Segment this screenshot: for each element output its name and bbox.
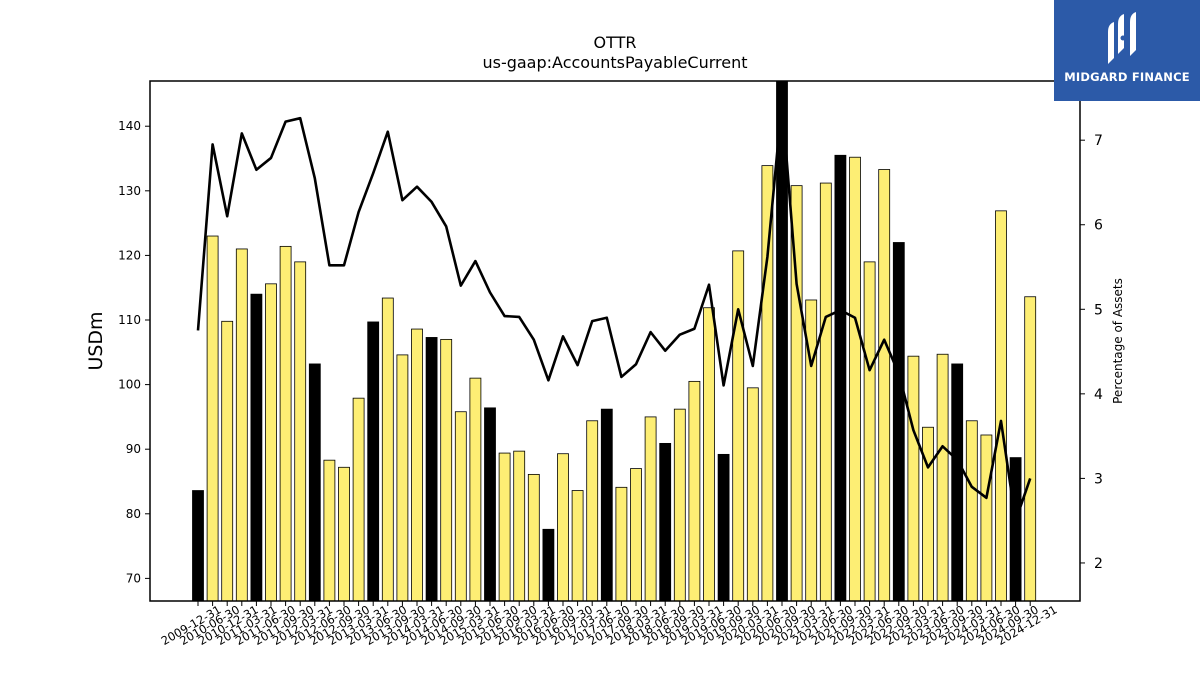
bar bbox=[834, 154, 847, 602]
y-tick-label: 130 bbox=[118, 184, 141, 198]
bar bbox=[484, 407, 496, 602]
y2-tick-label: 7 bbox=[1094, 133, 1103, 149]
bar bbox=[995, 210, 1007, 602]
bar bbox=[615, 486, 628, 602]
bar bbox=[440, 338, 453, 602]
bar bbox=[206, 235, 219, 602]
y-tick-label: 100 bbox=[118, 378, 141, 392]
bar bbox=[454, 411, 467, 602]
bar bbox=[630, 468, 642, 602]
y-tick-label: 90 bbox=[126, 442, 141, 456]
bar bbox=[761, 165, 774, 602]
bar bbox=[703, 307, 715, 602]
bar bbox=[557, 453, 569, 602]
chart-subtitle: us-gaap:AccountsPayableCurrent bbox=[482, 53, 747, 72]
y2-tick-label: 5 bbox=[1094, 302, 1103, 318]
bar bbox=[644, 416, 657, 602]
bar bbox=[235, 248, 248, 602]
bar bbox=[279, 245, 292, 602]
bar bbox=[469, 377, 482, 602]
bar bbox=[659, 442, 672, 602]
logo-mark-icon bbox=[1108, 12, 1136, 64]
bar bbox=[965, 420, 978, 602]
bar bbox=[250, 293, 263, 602]
bar bbox=[746, 387, 759, 602]
chart-title: OTTR bbox=[594, 33, 637, 52]
bar bbox=[542, 528, 555, 602]
bar bbox=[513, 450, 526, 602]
y2-tick-label: 2 bbox=[1094, 556, 1103, 572]
bar bbox=[922, 426, 934, 602]
y-tick-label: 140 bbox=[118, 119, 141, 133]
plot-frame bbox=[149, 80, 1081, 602]
bar bbox=[411, 328, 423, 602]
y-tick-label: 110 bbox=[118, 313, 141, 327]
bar bbox=[673, 408, 686, 602]
bar bbox=[732, 250, 745, 602]
bar bbox=[352, 397, 365, 602]
bar bbox=[265, 283, 277, 602]
bar bbox=[951, 363, 964, 602]
bar bbox=[221, 320, 234, 602]
bar bbox=[819, 182, 832, 602]
bar bbox=[980, 434, 993, 602]
y2-tick-label: 6 bbox=[1094, 218, 1103, 234]
bar bbox=[294, 261, 307, 602]
bar bbox=[936, 353, 949, 602]
bar bbox=[396, 354, 409, 602]
series-line bbox=[196, 99, 1032, 522]
y-tick-label: 80 bbox=[126, 507, 141, 521]
midgard-finance-logo: MIDGARD FINANCE bbox=[1054, 0, 1200, 101]
bar bbox=[323, 459, 336, 602]
bar bbox=[600, 408, 613, 602]
bar bbox=[863, 261, 876, 602]
bar bbox=[338, 466, 350, 602]
bar bbox=[381, 297, 394, 602]
bar bbox=[571, 490, 584, 602]
bar bbox=[425, 337, 438, 602]
bar bbox=[688, 380, 701, 602]
bar bbox=[892, 242, 905, 602]
bar bbox=[1009, 457, 1022, 602]
bar bbox=[498, 452, 511, 602]
y2-tick-label: 4 bbox=[1094, 387, 1103, 403]
bar bbox=[717, 453, 730, 602]
bar bbox=[308, 363, 321, 602]
bar bbox=[527, 473, 540, 602]
logo-text: MIDGARD FINANCE bbox=[1064, 70, 1190, 84]
y-tick-label: 120 bbox=[118, 248, 141, 262]
bar bbox=[192, 490, 204, 602]
y2-tick-label: 3 bbox=[1094, 471, 1103, 487]
bar bbox=[367, 321, 380, 602]
bar bbox=[849, 156, 861, 602]
y-axis-label: USDm bbox=[85, 311, 107, 370]
bar bbox=[1024, 296, 1037, 602]
y-tick-label: 70 bbox=[126, 571, 141, 585]
bar bbox=[586, 420, 599, 602]
bar bbox=[878, 169, 891, 602]
y2-axis-label: Percentage of Assets bbox=[1111, 278, 1125, 404]
bar bbox=[907, 355, 920, 602]
